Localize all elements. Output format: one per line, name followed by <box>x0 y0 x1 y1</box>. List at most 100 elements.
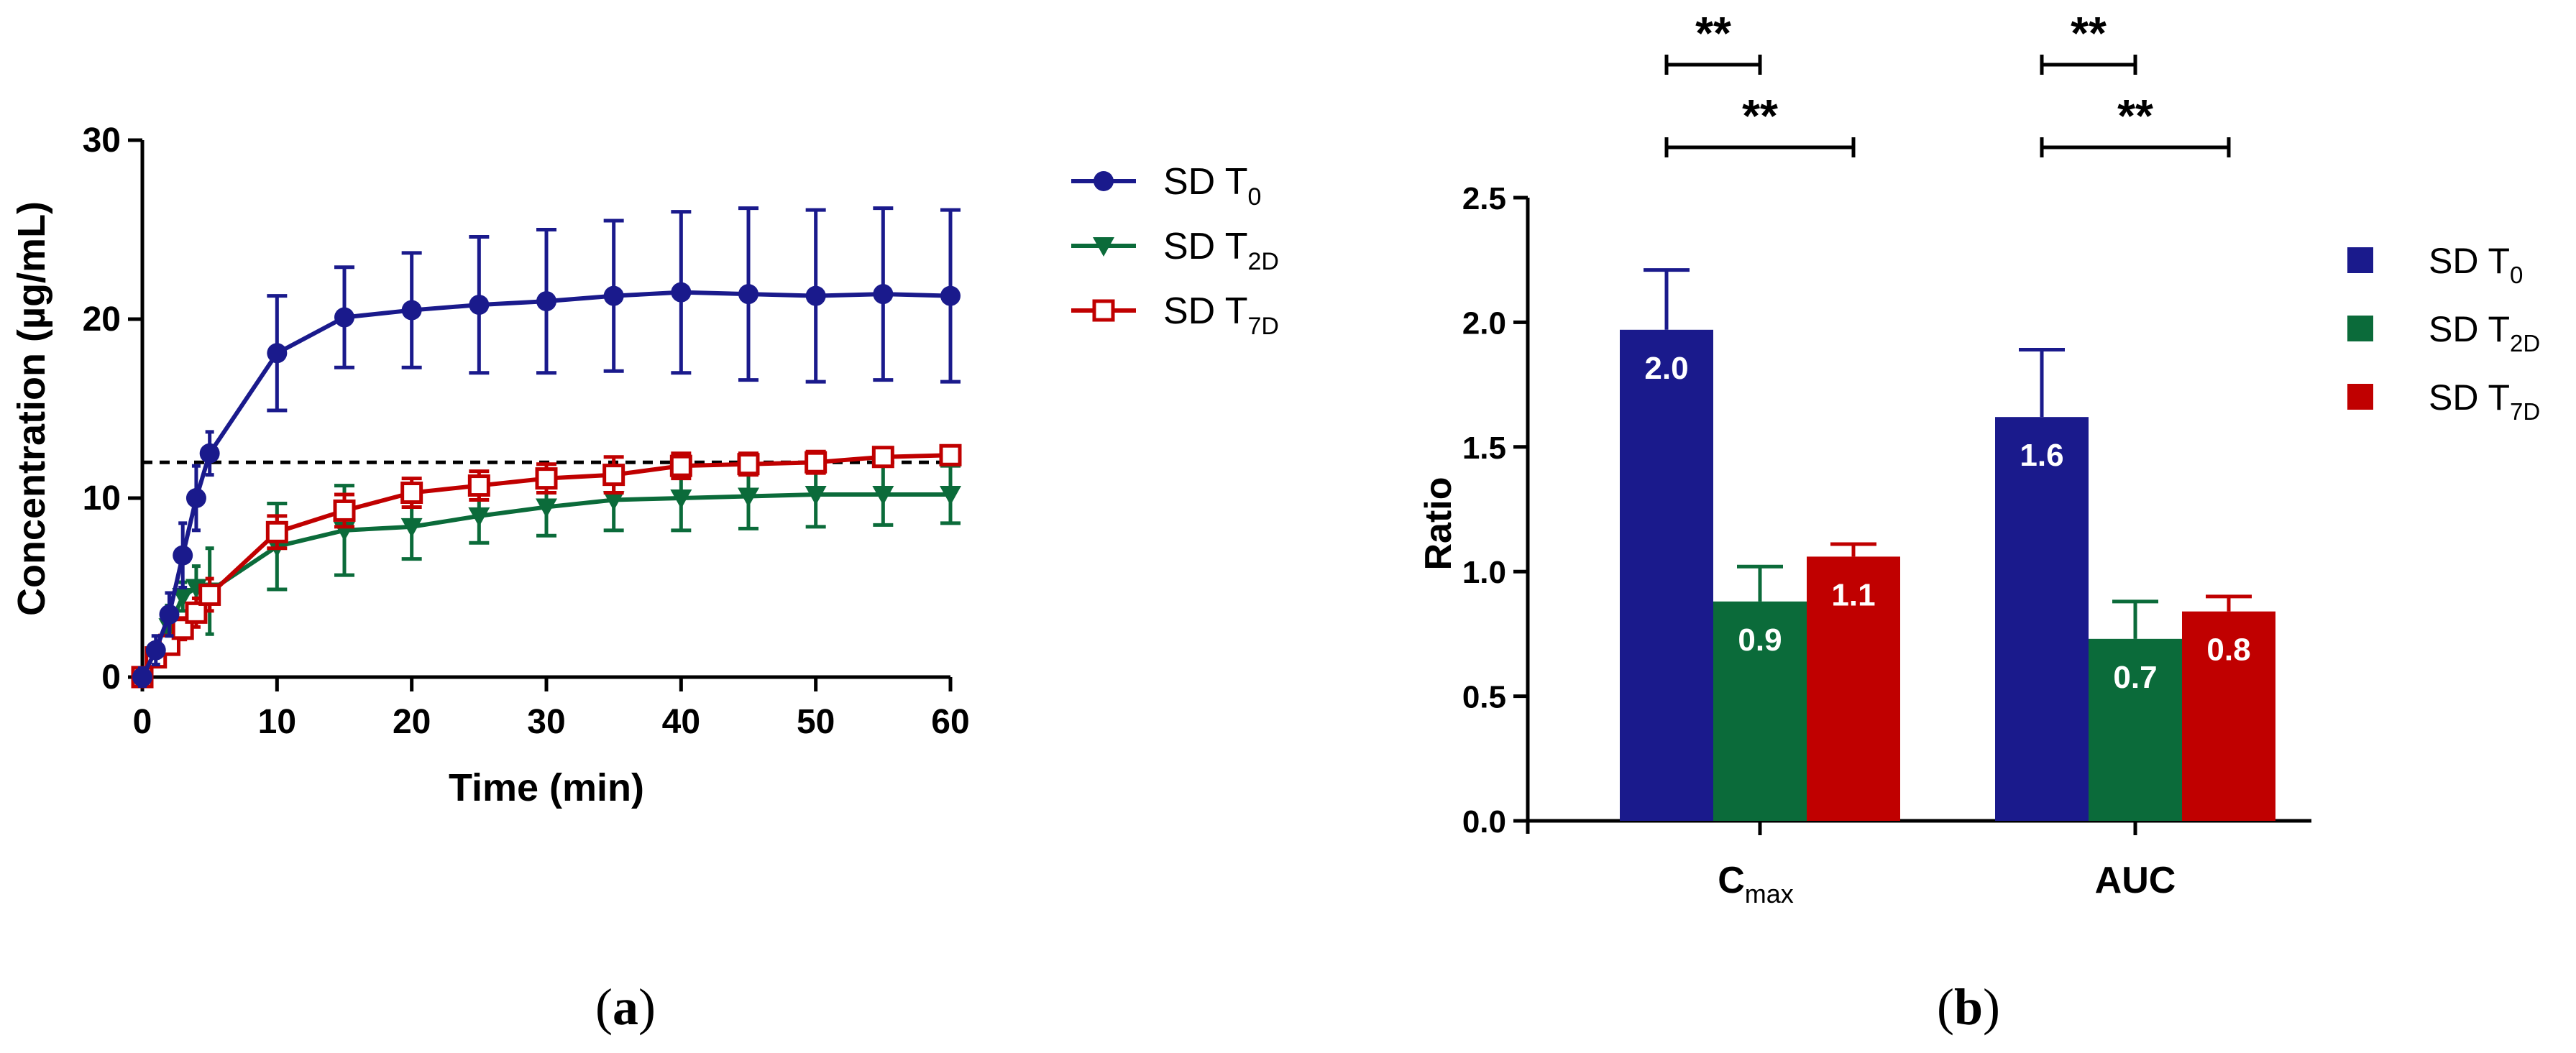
a-point-7d <box>400 482 423 505</box>
b-legend-swatch-7d <box>2347 384 2373 410</box>
b-bar-value-label: 0.7 <box>2113 660 2157 695</box>
a-x-tick-label: 20 <box>393 703 431 741</box>
b-bar-2d <box>2089 638 2182 821</box>
a-point-0 <box>873 284 894 305</box>
a-point-0 <box>671 282 692 303</box>
a-point-0 <box>199 443 220 464</box>
a-legend-label-0-subscript: 0 <box>1248 183 1262 211</box>
b-y-tick-label: 2.0 <box>1462 305 1506 341</box>
b-legend-label-7d-subscript: 7D <box>2510 398 2540 425</box>
a-legend-marker-7d <box>1092 299 1115 322</box>
b-panel-letter: b <box>1954 978 1983 1036</box>
a-panel-paren: ( <box>595 978 613 1036</box>
b-legend-label-7d-base: SD T <box>2429 377 2510 418</box>
a-point-7d <box>535 467 558 490</box>
b-legend-label-0-base: SD T <box>2429 241 2510 281</box>
b-panel-paren: ) <box>1983 978 2000 1036</box>
a-point-7d <box>669 454 692 477</box>
a-legend-marker-0 <box>1094 171 1114 191</box>
a-point-2d <box>872 486 894 506</box>
a-legend-label-0: SD T0 <box>1163 161 1261 211</box>
a-panel-paren: ) <box>638 978 656 1036</box>
a-x-tick-label: 60 <box>931 703 969 741</box>
a-panel-letter: a <box>613 978 638 1036</box>
b-legend-swatch-0 <box>2347 247 2373 273</box>
a-point-2d <box>738 487 759 507</box>
b-x-tick-label: AUC <box>2095 860 2176 901</box>
a-point-0 <box>334 307 354 328</box>
b-panel-paren: ( <box>1937 978 1954 1036</box>
b-y-tick-label: 1.0 <box>1462 555 1506 590</box>
a-x-tick-label: 0 <box>133 703 152 741</box>
a-point-2d <box>805 486 827 506</box>
a-point-7d <box>737 453 760 476</box>
b-legend-label-0: SD T0 <box>2429 241 2523 288</box>
a-x-tick-label: 10 <box>258 703 296 741</box>
a-legend-label-2d: SD T2D <box>1163 226 1279 275</box>
b-panel-label: (b) <box>1937 978 2000 1036</box>
a-point-0 <box>267 343 288 364</box>
a-point-0 <box>185 488 206 508</box>
a-legend-label-2d-base: SD T <box>1163 226 1248 267</box>
b-legend-label-2d: SD T2D <box>2429 309 2540 357</box>
a-point-2d <box>940 486 961 506</box>
a-point-0 <box>738 284 758 305</box>
a-point-0 <box>132 667 152 687</box>
b-legend-label-2d-base: SD T <box>2429 309 2510 349</box>
a-point-7d <box>265 520 288 543</box>
b-bar-value-label: 1.6 <box>2020 438 2063 473</box>
b-bar-value-label: 0.8 <box>2206 633 2250 668</box>
b-legend-swatch-2d <box>2347 316 2373 341</box>
a-point-7d <box>171 617 194 640</box>
a-point-7d <box>939 443 962 466</box>
a-legend-label-7d-subscript: 7D <box>1248 313 1279 340</box>
b-bar-7d <box>2182 611 2275 821</box>
a-point-2d <box>468 507 490 527</box>
a-point-0 <box>145 640 166 661</box>
a-point-0 <box>536 291 556 312</box>
a-y-tick-label: 30 <box>83 121 121 160</box>
a-point-7d <box>185 601 208 624</box>
a-y-tick-label: 10 <box>83 479 121 518</box>
b-bar-7d <box>1807 556 1900 821</box>
b-significance-label: ** <box>1695 7 1731 59</box>
a-point-2d <box>172 587 194 607</box>
b-bar-value-label: 2.0 <box>1644 351 1688 386</box>
a-legend-marker-2d <box>1093 237 1114 257</box>
b-bar-value-label: 1.1 <box>1831 577 1875 612</box>
a-y-axis-label: Concentration (µg/mL) <box>10 201 53 616</box>
a-point-0 <box>401 300 422 321</box>
a-point-0 <box>469 295 490 316</box>
b-significance-label: ** <box>2117 90 2153 142</box>
b-x-tick-label-subscript: max <box>1745 879 1794 909</box>
a-x-tick-label: 30 <box>527 703 565 741</box>
a-point-2d <box>400 518 423 538</box>
a-legend-label-0-base: SD T <box>1163 161 1248 203</box>
b-legend-label-7d: SD T7D <box>2429 377 2540 425</box>
a-y-tick-label: 20 <box>83 300 121 339</box>
b-legend-label-2d-subscript: 2D <box>2510 330 2540 357</box>
b-x-tick-label: Cmax <box>1718 860 1794 909</box>
b-y-tick-label: 1.5 <box>1462 431 1506 466</box>
b-legend-label-0-subscript: 0 <box>2510 262 2523 288</box>
a-x-axis-label: Time (min) <box>449 766 644 809</box>
a-point-7d <box>871 446 894 469</box>
a-point-7d <box>198 583 221 606</box>
a-point-0 <box>805 285 826 306</box>
b-y-tick-label: 2.5 <box>1462 181 1506 216</box>
a-point-2d <box>536 498 557 518</box>
a-point-7d <box>333 499 356 522</box>
a-point-7d <box>602 464 625 487</box>
a-legend-label-2d-subscript: 2D <box>1248 248 1279 275</box>
a-panel-label: (a) <box>595 978 656 1036</box>
b-bar-0 <box>1995 417 2089 821</box>
a-point-2d <box>670 489 692 509</box>
b-y-axis-label: Ratio <box>1418 477 1459 571</box>
b-bar-value-label: 0.9 <box>1738 622 1782 658</box>
a-point-0 <box>940 285 961 306</box>
a-point-0 <box>603 285 624 306</box>
a-point-0 <box>173 545 193 566</box>
b-y-tick-label: 0.0 <box>1462 804 1506 840</box>
a-point-7d <box>467 474 490 497</box>
